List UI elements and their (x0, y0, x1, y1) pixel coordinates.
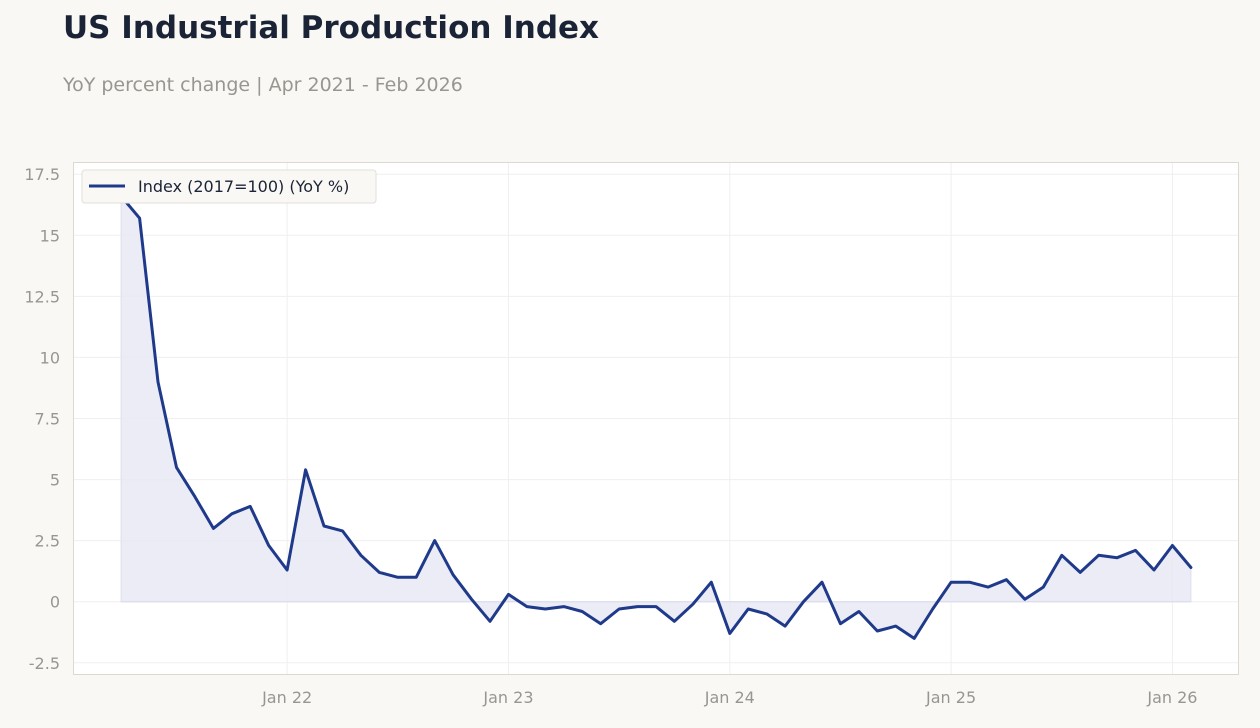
legend-label: Index (2017=100) (YoY %) (138, 177, 349, 196)
x-tick-label: Jan 25 (925, 688, 976, 707)
y-tick-label: 2.5 (35, 532, 60, 551)
y-tick-label: -2.5 (29, 654, 60, 673)
y-tick-label: 0 (50, 593, 60, 612)
chart-title: US Industrial Production Index (63, 10, 600, 46)
x-axis-ticks: Jan 22 Jan 23 Jan 24 Jan 25 Jan 26 (261, 688, 1197, 707)
y-tick-label: 12.5 (24, 287, 60, 306)
plot-frame (73, 162, 1239, 675)
x-tick-label: Jan 24 (704, 688, 755, 707)
legend[interactable]: Index (2017=100) (YoY %) (81, 169, 377, 204)
series-line (119, 194, 1193, 640)
y-tick-label: 15 (40, 226, 60, 245)
y-axis-ticks: -2.5 0 2.5 5 7.5 10 12.5 15 17.5 (24, 165, 60, 673)
chart-subtitle: YoY percent change | Apr 2021 - Feb 2026 (63, 74, 463, 96)
x-tick-label: Jan 23 (482, 688, 533, 707)
y-tick-label: 7.5 (35, 410, 60, 429)
legend-box (81, 169, 377, 204)
x-tick-label: Jan 22 (261, 688, 312, 707)
y-tick-label: 17.5 (24, 165, 60, 184)
y-tick-label: 5 (50, 471, 60, 490)
y-tick-label: 10 (40, 348, 60, 367)
x-tick-label: Jan 26 (1146, 688, 1197, 707)
